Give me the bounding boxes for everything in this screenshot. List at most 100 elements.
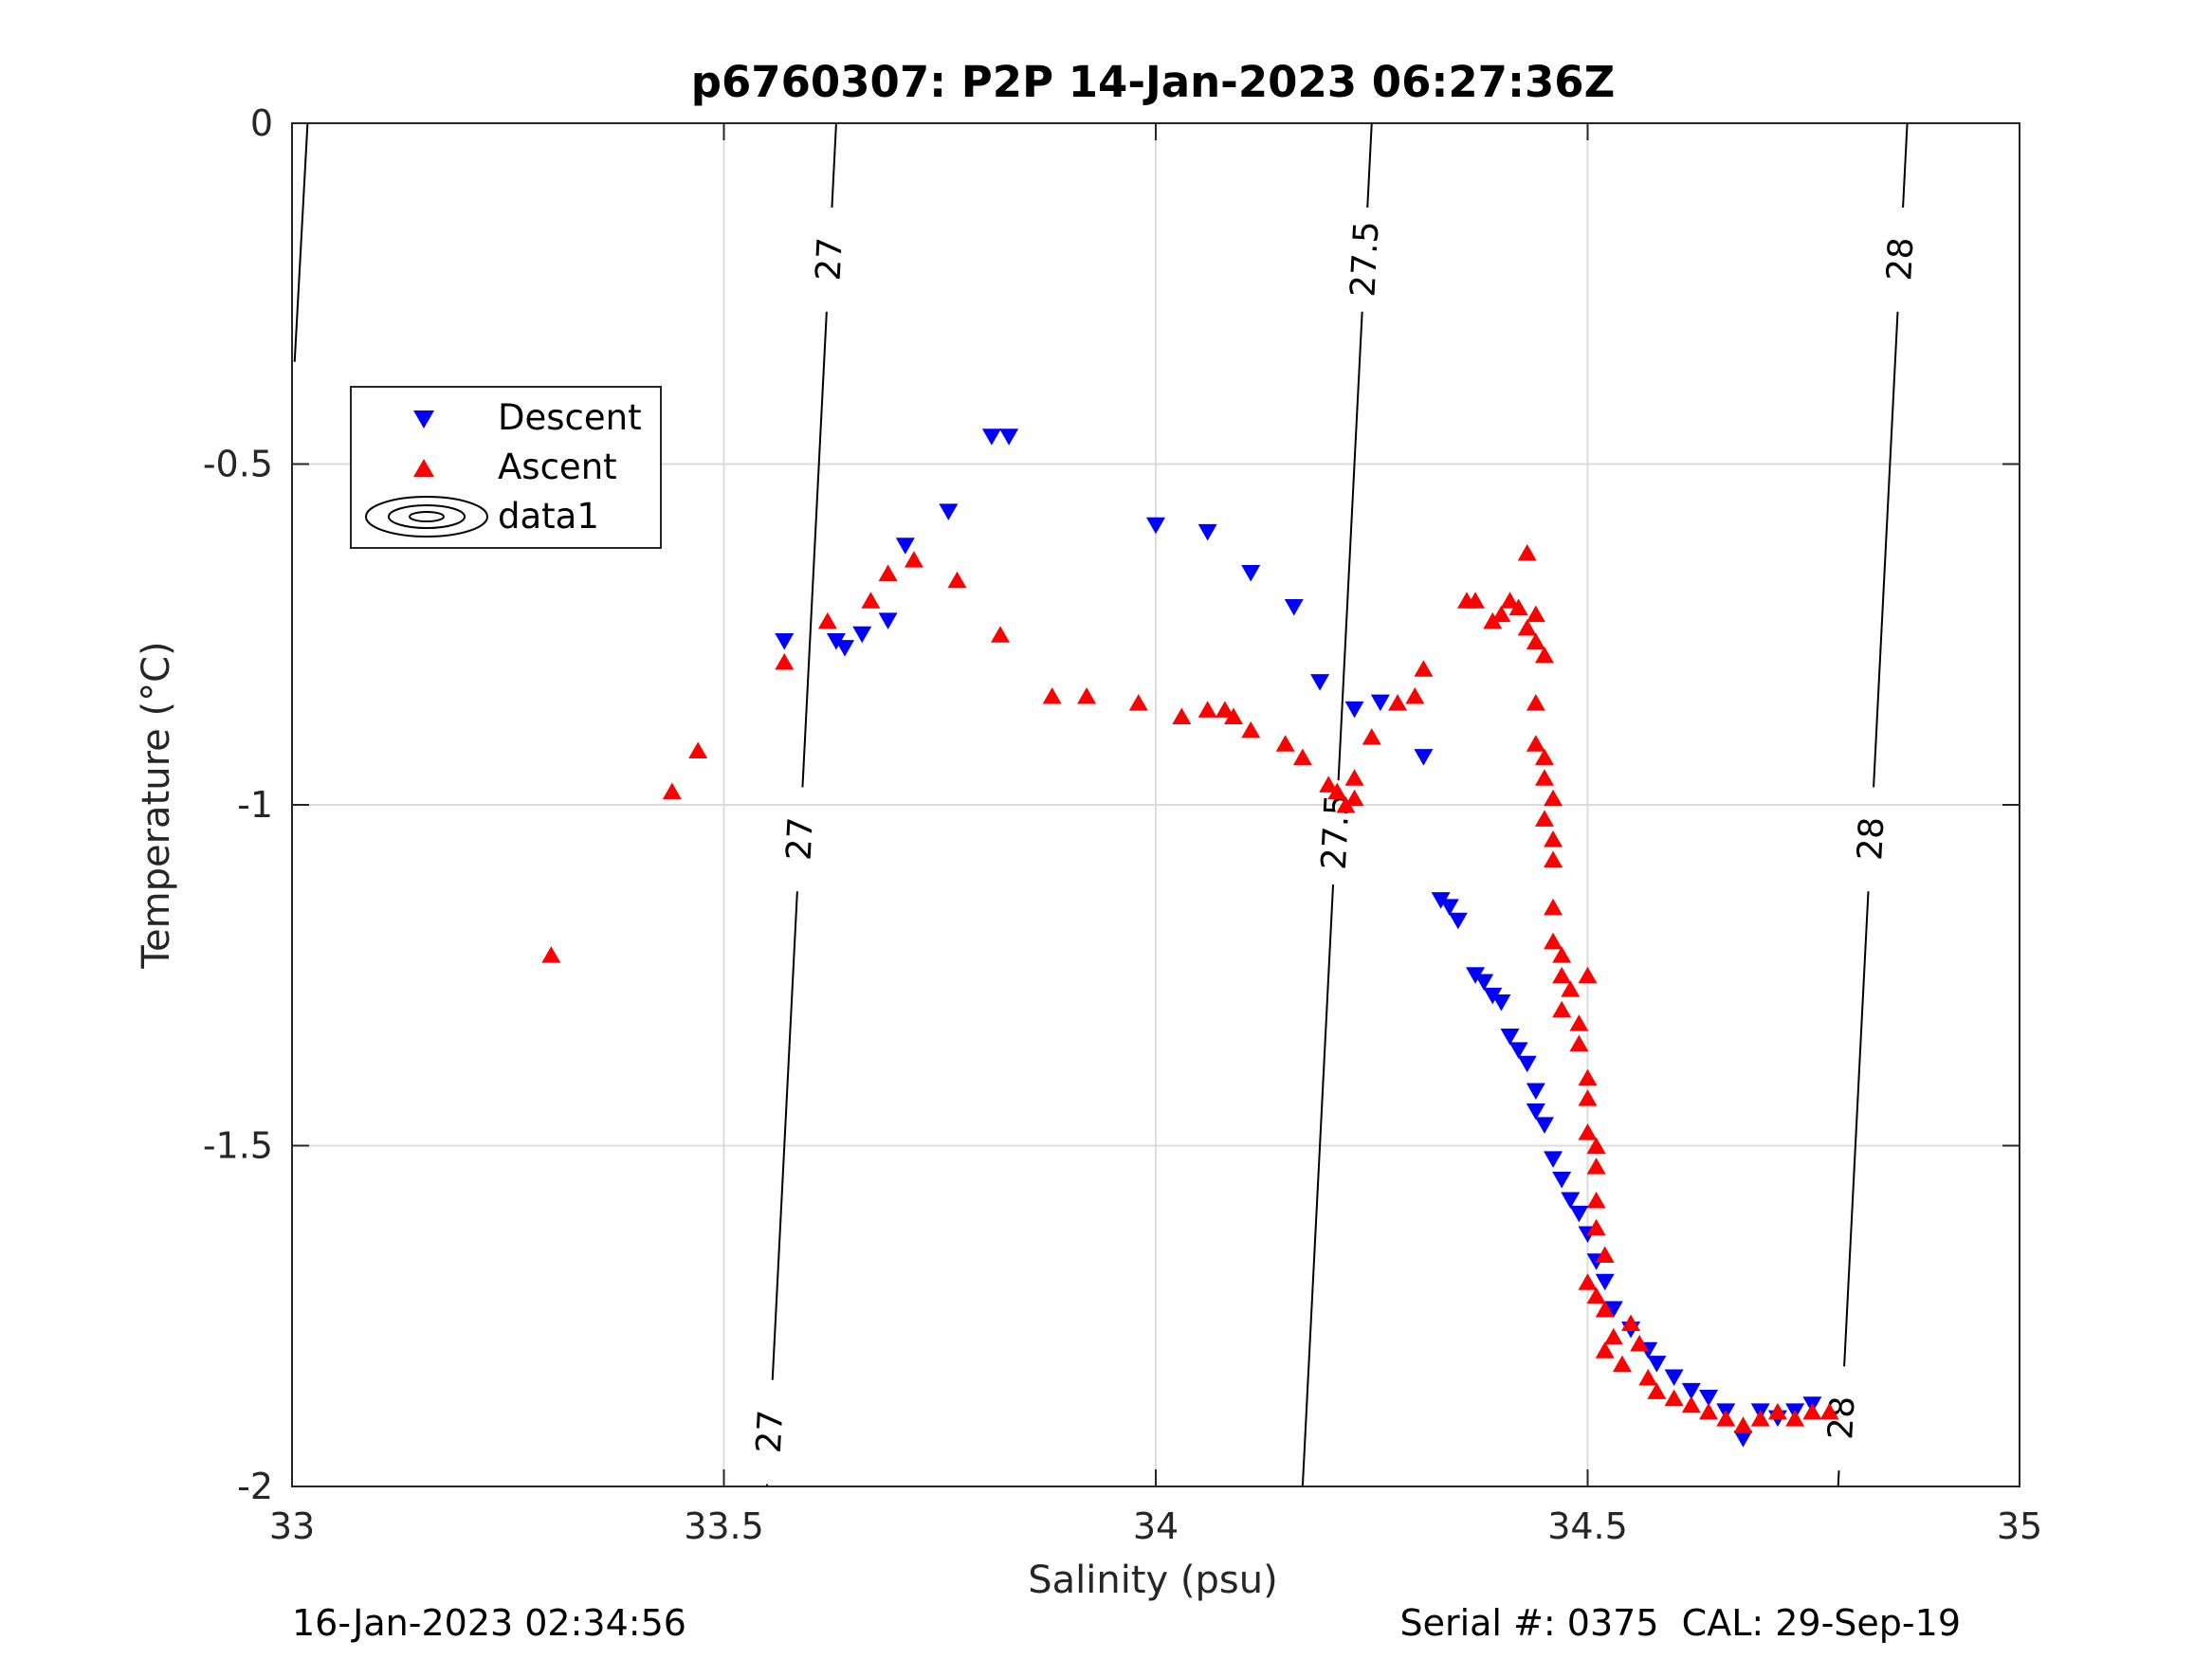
ascent-point: [1388, 694, 1408, 711]
ascent-point: [1664, 1389, 1684, 1407]
contour-line: [1301, 884, 1335, 1487]
ascent-point: [1819, 1402, 1839, 1420]
ascent-point: [1128, 694, 1148, 711]
y-tick-label: -0.5: [203, 444, 273, 485]
y-tick-label: -1: [237, 784, 273, 826]
descent-point: [1526, 1103, 1545, 1121]
descent-point: [878, 612, 898, 629]
legend-ascent-marker: [413, 459, 434, 477]
chart-title: p6760307: P2P 14-Jan-2023 06:27:36Z: [691, 57, 1616, 107]
contour-label: 27: [810, 236, 850, 282]
descent-point: [1595, 1273, 1615, 1291]
ascent-point: [1275, 735, 1295, 752]
y-axis-label: Temperature (°C): [135, 641, 178, 969]
contour-line: [801, 311, 828, 788]
ascent-point: [1042, 686, 1062, 704]
ascent-point: [1534, 646, 1554, 664]
y-tick-label: 0: [250, 102, 273, 144]
ascent-point: [1500, 592, 1520, 609]
descent-point: [1544, 1151, 1563, 1168]
x-tick-label: 34.5: [1547, 1505, 1628, 1547]
descent-point: [1197, 523, 1217, 541]
descent-point: [852, 626, 872, 644]
descent-point: [1552, 1171, 1572, 1189]
ascent-point: [1586, 1192, 1606, 1209]
descent-point: [1526, 1083, 1545, 1100]
ascent-point: [1526, 632, 1545, 649]
descent-point: [1603, 1301, 1623, 1319]
ascent-series: [541, 543, 1839, 1433]
ascent-point: [1586, 1286, 1606, 1304]
ascent-point: [1319, 775, 1339, 793]
contour-line: [771, 891, 798, 1380]
descent-point: [1664, 1369, 1684, 1386]
ascent-point: [1517, 619, 1537, 636]
descent-point: [1483, 987, 1503, 1005]
ascent-point: [1405, 686, 1425, 704]
x-tick-label: 33: [269, 1505, 315, 1547]
ascent-point: [1569, 1014, 1589, 1031]
descent-point: [775, 632, 795, 650]
ascent-point: [1647, 1382, 1667, 1399]
ascent-point: [1586, 1158, 1606, 1175]
descent-point: [1561, 1192, 1581, 1210]
ascent-point: [775, 653, 795, 670]
descent-point: [1681, 1382, 1701, 1400]
ascent-point: [1483, 611, 1503, 629]
y-axis-ticks: 0 -0.5 -1 -1.5 -2: [203, 102, 2020, 1507]
ascent-point: [1526, 735, 1545, 752]
ascent-point: [1638, 1368, 1658, 1386]
ascent-point: [1802, 1402, 1822, 1420]
ascent-point: [878, 564, 898, 582]
descent-series: [775, 428, 1822, 1448]
descent-point: [1699, 1390, 1719, 1407]
descent-point: [826, 632, 846, 650]
descent-point: [1439, 899, 1459, 916]
legend-descent-label: Descent: [498, 397, 642, 438]
descent-point: [939, 503, 959, 520]
legend-contour-label: data1: [498, 496, 599, 537]
descent-point: [1508, 1042, 1528, 1059]
ascent-point: [1241, 720, 1261, 738]
ascent-point: [1544, 898, 1563, 916]
descent-point: [1146, 517, 1165, 535]
ascent-point: [1534, 810, 1554, 827]
ascent-point: [1466, 592, 1486, 609]
ascent-point: [541, 946, 561, 963]
ascent-point: [1586, 1218, 1606, 1236]
contour-line: [1337, 311, 1363, 781]
descent-point: [835, 640, 855, 657]
descent-point: [1474, 974, 1494, 991]
legend-box: [350, 386, 662, 549]
ascent-point: [1526, 605, 1545, 623]
ascent-point: [1077, 686, 1097, 704]
ascent-point: [662, 782, 682, 800]
ascent-point: [1603, 1327, 1623, 1345]
ascent-point: [1197, 701, 1217, 718]
ascent-point: [1630, 1335, 1650, 1352]
ascent-point: [1586, 1137, 1606, 1154]
y-tick-label: -1.5: [203, 1125, 273, 1167]
descent-point: [1241, 565, 1261, 582]
contour-label: 27: [750, 1409, 791, 1454]
contour-line-edge: [293, 122, 309, 362]
descent-point: [1733, 1431, 1753, 1448]
ascent-point: [1292, 748, 1312, 766]
ascent-point: [817, 611, 837, 629]
ascent-point: [1767, 1402, 1787, 1420]
ascent-point: [1414, 660, 1434, 677]
ascent-point: [1517, 543, 1537, 561]
ascent-point: [1223, 707, 1243, 725]
ascent-point: [1681, 1395, 1701, 1413]
ascent-point: [1578, 966, 1598, 984]
ascent-point: [1578, 1068, 1598, 1086]
ascent-point: [1552, 966, 1572, 984]
ascent-point: [1699, 1402, 1719, 1420]
descent-point: [1414, 749, 1434, 766]
ascent-point: [1491, 605, 1511, 623]
contour-line: [1837, 1470, 1840, 1487]
ascent-point: [1534, 769, 1554, 786]
